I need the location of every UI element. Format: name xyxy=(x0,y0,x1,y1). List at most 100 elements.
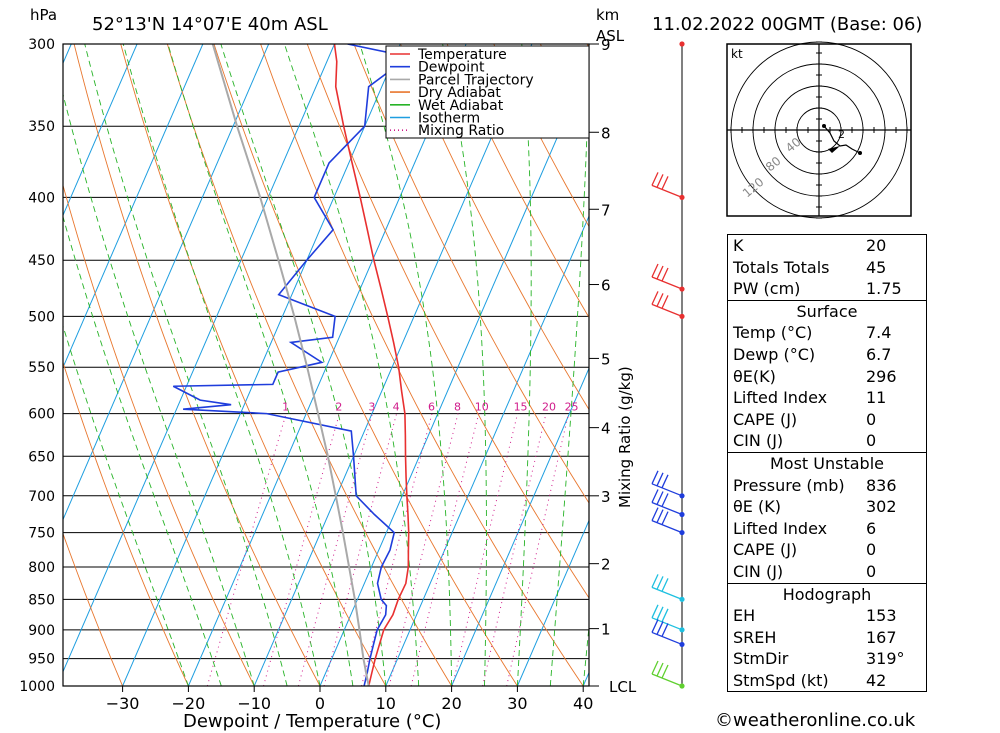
wet-adiabat xyxy=(442,44,487,686)
mixing-ratio-label: 15 xyxy=(514,401,528,414)
stat-row: StmSpd (kt) 42 xyxy=(728,670,926,692)
isotherm xyxy=(0,44,5,686)
mixing-ratio-label: 25 xyxy=(565,401,579,414)
stat-label: CAPE (J) xyxy=(733,409,798,429)
wet-adiabat xyxy=(63,92,255,686)
wind-barb-feather xyxy=(661,493,669,507)
wind-barb-feather xyxy=(656,662,664,677)
dry-adiabat xyxy=(960,44,1000,686)
pressure-tick-label: 1000 xyxy=(19,679,55,695)
x-tick-label: 40 xyxy=(573,694,593,713)
x-tick-label: 30 xyxy=(507,694,527,713)
height-tick-label: 7 xyxy=(601,201,611,219)
hodograph-stats-section: Hodograph EH 153 SREH 167 StmDir 319° StmSpd (k… xyxy=(727,582,927,693)
datetime-title: 11.02.2022 00GMT (Base: 06) xyxy=(652,14,922,35)
stat-row: CAPE (J) 0 xyxy=(728,409,926,431)
wind-barb xyxy=(651,519,683,534)
location-title: 52°13'N 14°07'E 40m ASL xyxy=(92,14,328,35)
legend-entry: Dewpoint xyxy=(418,60,485,76)
wet-adiabat xyxy=(63,215,222,686)
mixing-ratio-label: 3 xyxy=(368,401,375,414)
isotherm xyxy=(385,214,589,686)
wind-barb-feather xyxy=(661,267,669,282)
isotherm xyxy=(122,44,401,686)
hodograph-unit: kt xyxy=(731,47,743,61)
isotherm xyxy=(63,44,335,673)
hodograph-dot xyxy=(858,151,862,155)
x-tick-label: 0 xyxy=(315,694,325,713)
wind-barb-feather xyxy=(651,470,659,485)
legend-entry: Dry Adiabat xyxy=(418,85,501,101)
dry-adiabat xyxy=(306,44,589,599)
stat-label: StmDir xyxy=(733,649,789,669)
wind-level-dot xyxy=(679,41,685,47)
stat-value: 42 xyxy=(866,670,887,690)
wind-barb-feather xyxy=(656,576,664,590)
pressure-tick-label: 400 xyxy=(28,190,55,206)
mixing-ratio-label: 20 xyxy=(542,401,556,414)
stat-row: Lifted Index 11 xyxy=(728,387,926,409)
stat-value: 153 xyxy=(866,606,897,626)
wind-barb-feather xyxy=(651,660,659,675)
wind-barb xyxy=(651,184,683,199)
stat-value: 45 xyxy=(866,257,887,277)
stat-label: θE (K) xyxy=(733,497,781,517)
plot-frame xyxy=(62,43,590,687)
wind-barb-feather xyxy=(656,621,664,635)
wind-barb-feather xyxy=(661,664,669,679)
temperature-line xyxy=(333,44,410,686)
dry-adiabat xyxy=(63,183,255,686)
mixing-ratio-axis-title: Mixing Ratio (g/kg) xyxy=(616,366,634,508)
legend-entry: Wet Adiabat xyxy=(418,98,504,114)
pressure-tick-label: 450 xyxy=(28,253,55,269)
dry-adiabat xyxy=(353,44,589,504)
height-tick-label: 2 xyxy=(601,556,611,574)
x-tick-label: −20 xyxy=(172,694,206,713)
stat-label: Temp (°C) xyxy=(733,323,813,343)
wind-barb-feather xyxy=(651,263,659,278)
isotherm xyxy=(63,44,138,217)
legend-entry: Mixing Ratio xyxy=(418,123,504,139)
stat-value: 0 xyxy=(866,431,877,451)
dry-adiabat xyxy=(446,44,589,319)
dry-adiabat xyxy=(213,44,518,686)
most-unstable-title: Most Unstable xyxy=(770,453,884,473)
pressure-tick-label: 600 xyxy=(28,407,55,423)
dry-adiabat xyxy=(63,532,124,686)
legend-box xyxy=(385,45,590,139)
stat-row: Totals Totals 45 xyxy=(728,257,926,279)
stat-label: Lifted Index xyxy=(733,518,828,538)
wind-barb-feather xyxy=(651,604,659,619)
pressure-tick-label: 900 xyxy=(28,623,55,639)
dry-adiabat xyxy=(120,44,387,686)
wet-adiabat xyxy=(284,44,420,686)
isotherm xyxy=(187,44,467,686)
wind-barb-feather xyxy=(651,619,659,633)
most-unstable-section: Most Unstable Pressure (mb) 836 θE (K) 302 Li… xyxy=(727,451,927,584)
stat-row: EH 153 xyxy=(728,605,926,627)
wet-adiabat xyxy=(84,44,288,686)
height-tick-label: 3 xyxy=(601,488,611,506)
stat-value: 167 xyxy=(866,627,897,647)
stat-row: PW (cm) 1.75 xyxy=(728,278,926,300)
wind-level-dot xyxy=(679,529,685,536)
hodograph-dot xyxy=(822,124,826,128)
stat-value: 302 xyxy=(866,497,897,517)
wind-barb xyxy=(651,631,683,646)
stat-label: Dewp (°C) xyxy=(733,344,816,364)
dry-adiabat xyxy=(260,44,584,686)
wind-barb-feather xyxy=(651,574,659,588)
wind-barb-feather xyxy=(661,295,669,309)
wind-barb-feather xyxy=(656,606,664,621)
isotherm xyxy=(63,44,270,521)
height-tick-label: 6 xyxy=(601,277,611,295)
stat-row: θE(K) 296 xyxy=(728,366,926,388)
wind-level-dot xyxy=(679,596,685,602)
pressure-tick-label: 950 xyxy=(28,652,55,668)
stat-value: 0 xyxy=(866,540,877,560)
stat-label: CIN (J) xyxy=(733,431,784,451)
mixing-ratio-line xyxy=(323,413,398,686)
stat-value: 319° xyxy=(866,649,905,669)
